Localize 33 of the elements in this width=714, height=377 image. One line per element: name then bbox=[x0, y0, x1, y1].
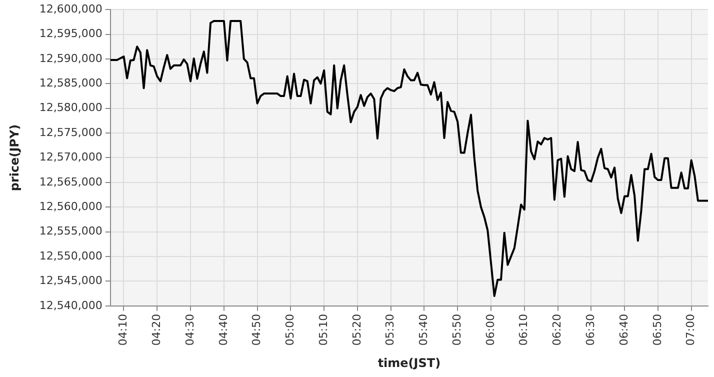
x-tick-label: 07:00 bbox=[684, 314, 698, 346]
x-tick-label: 06:10 bbox=[517, 314, 530, 346]
x-tick-label: 05:40 bbox=[417, 314, 430, 346]
x-tick-label: 04:40 bbox=[216, 314, 230, 346]
x-tick-label: 06:00 bbox=[484, 314, 497, 346]
x-tick-label: 04:30 bbox=[183, 314, 196, 346]
y-tick-label: 12,600,000 bbox=[39, 2, 102, 16]
y-tick-label: 12,565,000 bbox=[39, 175, 102, 188]
x-tick-label: 06:40 bbox=[617, 314, 630, 346]
x-tick-label: 04:20 bbox=[150, 314, 163, 346]
x-tick-label: 04:50 bbox=[250, 314, 264, 346]
y-tick-label: 12,580,000 bbox=[39, 101, 102, 114]
x-axis-title: time(JST) bbox=[378, 356, 441, 370]
x-tick-label: 05:00 bbox=[284, 314, 297, 346]
x-tick-label: 04:10 bbox=[116, 314, 130, 346]
x-tick-label: 06:20 bbox=[550, 314, 564, 346]
y-tick-label: 12,570,000 bbox=[39, 150, 102, 164]
x-tick-label: 06:50 bbox=[650, 314, 664, 346]
x-tick-label: 05:20 bbox=[350, 314, 364, 346]
y-tick-label: 12,585,000 bbox=[39, 76, 102, 90]
x-tick-label: 05:50 bbox=[450, 314, 464, 346]
y-tick-label: 12,540,000 bbox=[39, 298, 102, 312]
x-tick-label: 05:10 bbox=[316, 314, 330, 346]
y-tick-label: 12,590,000 bbox=[39, 52, 102, 65]
x-tick-label: 05:30 bbox=[384, 314, 397, 346]
y-axis-title: price(JPY) bbox=[7, 124, 22, 192]
y-tick-label: 12,545,000 bbox=[39, 274, 102, 288]
x-tick-label: 06:30 bbox=[584, 314, 598, 346]
y-tick-label: 12,555,000 bbox=[39, 224, 102, 238]
y-tick-label: 12,595,000 bbox=[39, 27, 102, 40]
y-tick-label: 12,575,000 bbox=[39, 126, 102, 139]
y-tick-label: 12,560,000 bbox=[39, 200, 102, 213]
y-tick-label: 12,550,000 bbox=[39, 249, 102, 262]
